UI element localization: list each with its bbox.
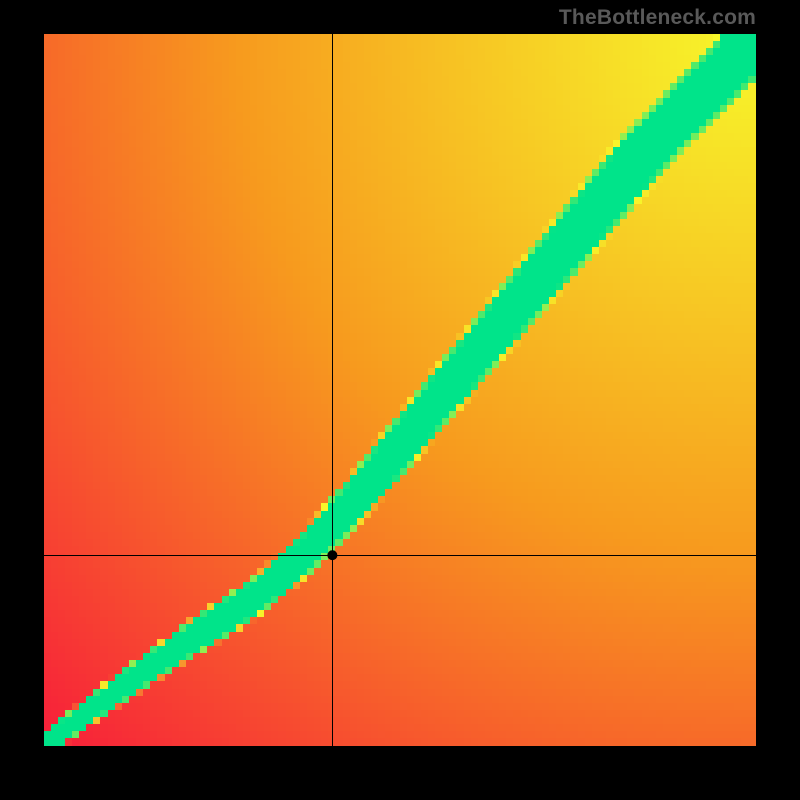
watermark-text: TheBottleneck.com <box>559 6 756 30</box>
heatmap-canvas <box>44 34 756 746</box>
heatmap-plot <box>44 34 756 746</box>
figure-container: TheBottleneck.com <box>0 0 800 800</box>
